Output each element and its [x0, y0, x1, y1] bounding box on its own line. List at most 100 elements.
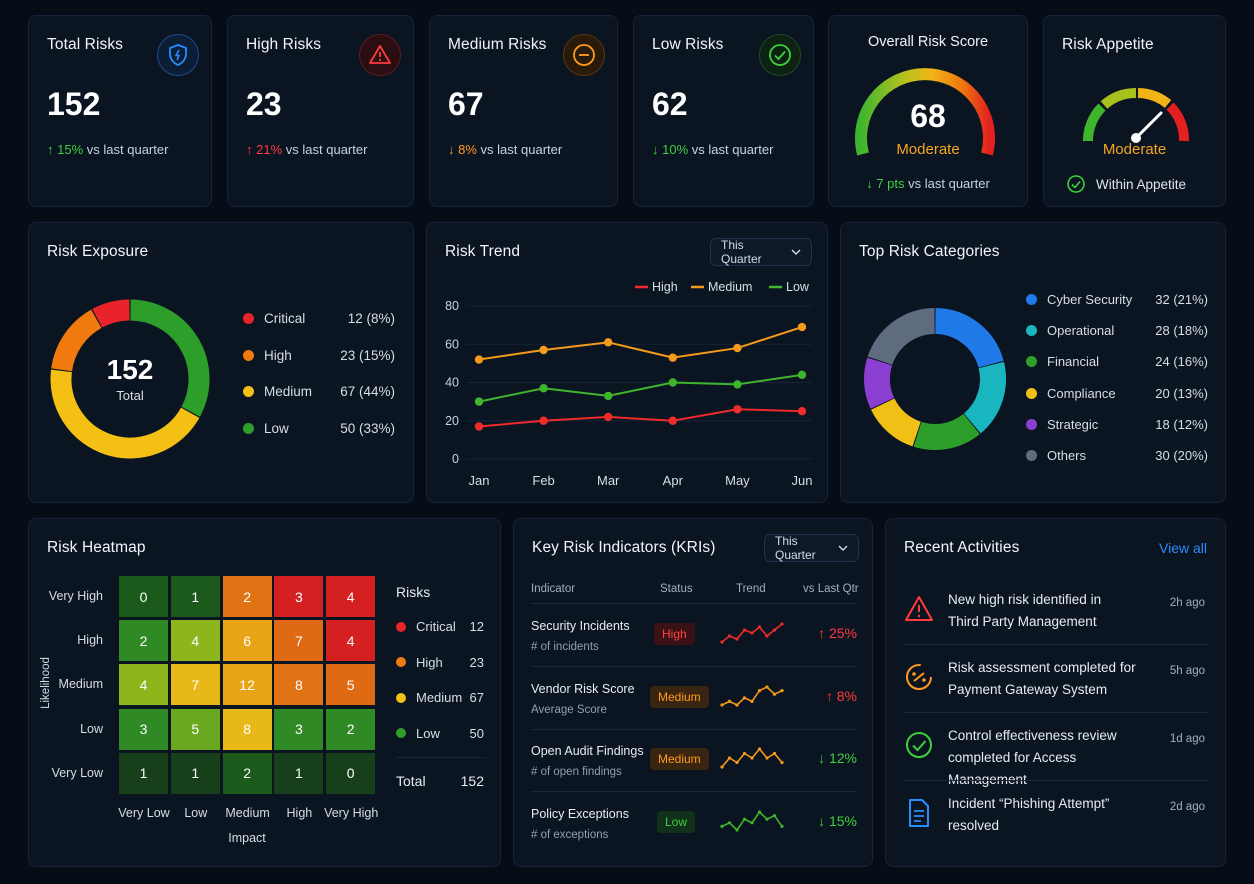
- donut-slice-critical[interactable]: [92, 299, 131, 328]
- heatmap-cell[interactable]: 6: [221, 619, 273, 663]
- donut-slice-strategic[interactable]: [864, 357, 895, 409]
- appetite-title: Risk Appetite: [1062, 36, 1154, 53]
- heatmap-cell[interactable]: 8: [221, 707, 273, 751]
- sparkline-point: [742, 628, 747, 632]
- y-tick-label: 60: [445, 337, 459, 351]
- data-point-medium[interactable]: [797, 322, 807, 332]
- kpi-total-risks[interactable]: Total Risks 152 ↑ 15% vs last quarter: [28, 15, 212, 207]
- heatmap-cell[interactable]: 2: [221, 575, 273, 618]
- kri-header-divider: [531, 603, 857, 604]
- heatmap-x-axis-label: Impact: [228, 831, 266, 845]
- donut-slice-financial[interactable]: [913, 413, 980, 450]
- heatmap-cell[interactable]: 8: [273, 663, 325, 707]
- data-point-high[interactable]: [474, 422, 484, 431]
- kri-status-badge: Low: [657, 810, 696, 833]
- kri-indicator-sub: Average Score: [531, 703, 607, 716]
- heatmap-cell[interactable]: 7: [169, 663, 221, 707]
- heatmap-cell[interactable]: 5: [325, 663, 377, 707]
- kpi-low-risks[interactable]: Low Risks 62 ↓ 10% vs last quarter: [633, 15, 814, 207]
- donut-slice-cyber-security[interactable]: [934, 308, 1004, 369]
- arrow-down-icon: ↓: [652, 142, 659, 157]
- legend-label: Compliance: [1047, 385, 1116, 401]
- heatmap-cell[interactable]: 1: [273, 751, 325, 795]
- activity-item[interactable]: Control effectiveness review completed fo…: [948, 725, 1158, 791]
- kri-period-dropdown[interactable]: This Quarter: [764, 534, 859, 562]
- kpi-title: Medium Risks: [448, 36, 547, 53]
- data-point-medium[interactable]: [539, 345, 548, 355]
- data-point-medium[interactable]: [733, 343, 742, 353]
- heatmap-cell[interactable]: 4: [325, 619, 377, 663]
- trend-period-dropdown[interactable]: This Quarter: [710, 238, 812, 266]
- heatmap-cell[interactable]: 7: [273, 619, 325, 663]
- data-point-low[interactable]: [733, 380, 742, 389]
- heatmap-cell[interactable]: 3: [273, 707, 325, 751]
- data-point-high[interactable]: [797, 406, 807, 416]
- data-point-low[interactable]: [604, 391, 613, 401]
- chevron-down-icon: [791, 249, 801, 255]
- heatmap-cell[interactable]: 5: [169, 707, 221, 751]
- heatmap-cell[interactable]: 2: [221, 751, 273, 795]
- data-point-high[interactable]: [539, 416, 548, 425]
- heatmap-cell[interactable]: 1: [169, 751, 221, 795]
- data-point-high[interactable]: [668, 416, 677, 425]
- data-point-low[interactable]: [474, 397, 484, 406]
- data-point-high[interactable]: [604, 412, 613, 422]
- arrow-up-icon: ↑: [246, 142, 253, 157]
- heatmap-cell[interactable]: 4: [325, 575, 377, 618]
- view-all-link[interactable]: View all: [1159, 540, 1207, 556]
- exposure-center-value: 152: [106, 354, 154, 385]
- donut-slice-others[interactable]: [867, 308, 936, 366]
- activity-item[interactable]: Incident “Phishing Attempt” resolved: [948, 793, 1158, 837]
- activity-item[interactable]: New high risk identified in Third Party M…: [948, 589, 1158, 633]
- activity-item[interactable]: Risk assessment completed for Payment Gat…: [948, 657, 1158, 701]
- heatmap-row-label: Low: [80, 721, 103, 736]
- heatmap-legend-item: Medium: [396, 690, 462, 705]
- heatmap-cell[interactable]: 3: [118, 707, 169, 751]
- heatmap-col-label: Very High: [324, 806, 379, 820]
- kpi-high-risks[interactable]: High Risks 23 ↑ 21% vs last quarter: [227, 15, 414, 207]
- legend-label: High: [416, 654, 443, 670]
- kri-status-badge: High: [654, 623, 695, 645]
- progress-icon: [903, 661, 935, 693]
- overall-risk-score-card[interactable]: Overall Risk Score 68 Moderate ↓ 7 pts v…: [828, 15, 1028, 207]
- donut-slice-compliance[interactable]: [871, 397, 922, 447]
- data-point-low[interactable]: [668, 378, 677, 387]
- data-point-high[interactable]: [733, 405, 742, 414]
- risk-appetite-card[interactable]: Risk Appetite Moderate Within Appetite: [1043, 15, 1226, 207]
- data-point-low[interactable]: [797, 370, 807, 380]
- sparkline-point: [720, 702, 724, 707]
- kri-indicator-sub: # of exceptions: [531, 828, 609, 841]
- heatmap-cell[interactable]: 2: [325, 707, 377, 751]
- heatmap-cell[interactable]: 1: [118, 751, 169, 795]
- heatmap-cell[interactable]: 1: [169, 575, 221, 618]
- heatmap-col-label: Low: [184, 806, 208, 820]
- sparkline-point: [742, 817, 747, 821]
- legend-dot: [1026, 356, 1037, 368]
- data-point-medium[interactable]: [604, 338, 613, 347]
- heatmap-cell[interactable]: 0: [325, 751, 377, 795]
- donut-slice-operational[interactable]: [963, 361, 1006, 434]
- heatmap-cell[interactable]: 3: [273, 575, 325, 618]
- data-point-medium[interactable]: [668, 353, 677, 362]
- heatmap-cell[interactable]: 4: [169, 619, 221, 663]
- heatmap-cell[interactable]: 12: [221, 663, 273, 707]
- heatmap-cell[interactable]: 2: [118, 619, 169, 663]
- legend-dot: [1026, 387, 1037, 399]
- heatmap-cell[interactable]: 0: [118, 575, 169, 618]
- legend-dot: [1026, 450, 1037, 461]
- kri-delta: ↓ 15%: [797, 813, 857, 829]
- arrow-up-icon: ↑: [825, 687, 837, 704]
- kpi-medium-risks[interactable]: Medium Risks 67 ↓ 8% vs last quarter: [429, 15, 618, 207]
- donut-slice-high[interactable]: [51, 309, 102, 372]
- categories-donut-chart: [864, 308, 1006, 450]
- donut-slice-medium[interactable]: [50, 369, 200, 459]
- data-point-medium[interactable]: [474, 355, 484, 364]
- heatmap-row-label: Medium: [58, 677, 103, 692]
- sparkline-point: [720, 640, 724, 644]
- activities-title: Recent Activities: [904, 539, 1020, 556]
- data-point-low[interactable]: [539, 384, 548, 393]
- heatmap-cell[interactable]: 4: [118, 663, 169, 707]
- kri-indicator-name: Open Audit Findings: [531, 744, 644, 758]
- overall-delta-value: 7 pts: [876, 176, 905, 191]
- donut-slice-low[interactable]: [130, 299, 210, 417]
